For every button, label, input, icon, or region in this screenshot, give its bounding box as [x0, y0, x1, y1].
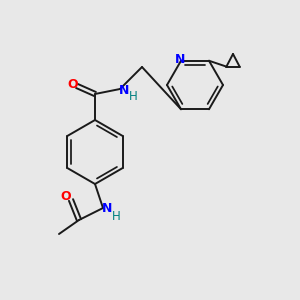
Text: H: H — [129, 91, 137, 103]
Text: H: H — [112, 209, 120, 223]
Text: N: N — [175, 53, 185, 66]
Text: O: O — [61, 190, 71, 203]
Text: O: O — [68, 79, 78, 92]
Text: N: N — [102, 202, 112, 215]
Text: N: N — [119, 83, 129, 97]
